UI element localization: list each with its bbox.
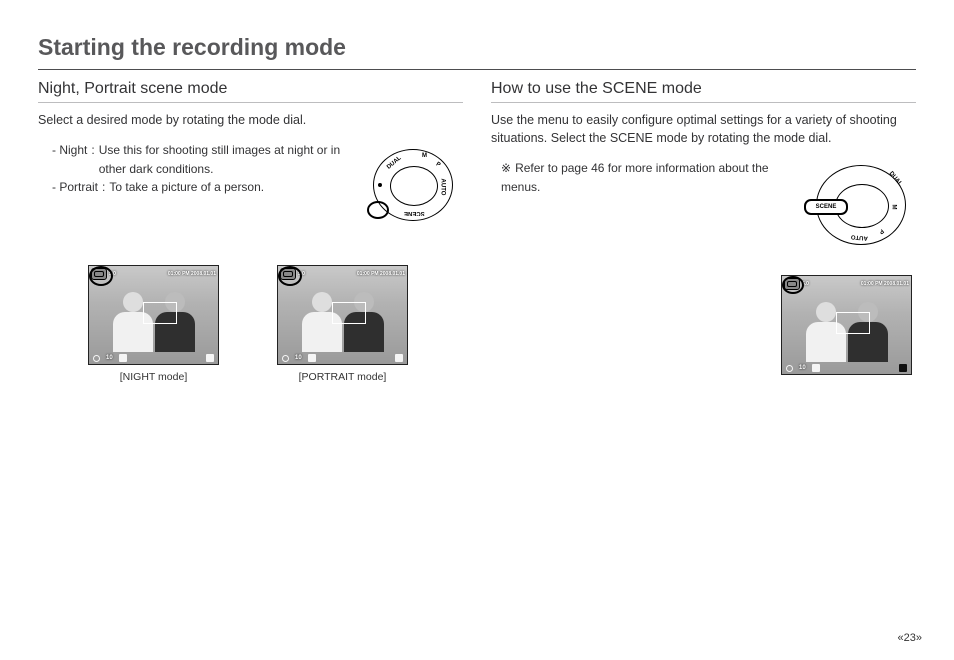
def-key-portrait: - Portrait bbox=[52, 178, 102, 197]
mode-circle-icon bbox=[89, 266, 113, 286]
focus-box bbox=[332, 302, 366, 324]
def-colon: : bbox=[91, 141, 98, 178]
left-column: Night, Portrait scene mode Select a desi… bbox=[38, 80, 463, 383]
note-star-icon: ※ bbox=[501, 161, 511, 175]
dial-label: AUTO bbox=[851, 234, 868, 241]
dial-label: AUTO bbox=[439, 179, 445, 196]
right-intro: Use the menu to easily configure optimal… bbox=[491, 111, 916, 147]
right-note-text: Refer to page 46 for more information ab… bbox=[501, 161, 769, 194]
flash-icon bbox=[899, 364, 907, 372]
lcd-bottom-text: 10 bbox=[106, 355, 113, 361]
right-heading: How to use the SCENE mode bbox=[491, 80, 916, 98]
page-title: Starting the recording mode bbox=[38, 34, 916, 63]
lcd-scene: 5.0 01:00 PM 2008.01.01 10 bbox=[781, 275, 912, 375]
card-icon bbox=[119, 354, 127, 362]
dial-highlight-icon bbox=[367, 201, 389, 219]
right-note: ※Refer to page 46 for more information a… bbox=[491, 159, 786, 196]
mode-definitions: - Night : Use this for shooting still im… bbox=[52, 141, 345, 197]
left-heading: Night, Portrait scene mode bbox=[38, 80, 463, 98]
dial-label: P bbox=[878, 228, 885, 235]
mode-circle-icon bbox=[278, 266, 302, 286]
dial-label: P bbox=[435, 162, 441, 169]
timer-icon bbox=[786, 365, 793, 372]
def-val-portrait: To take a picture of a person. bbox=[109, 178, 345, 197]
lcd-portrait: 5.0 01:00 PM 2008.01.01 10 bbox=[277, 265, 408, 365]
dial-highlight-pill: SCENE bbox=[804, 199, 848, 215]
timer-icon bbox=[282, 355, 289, 362]
caption-night: [NIGHT mode] bbox=[120, 371, 188, 383]
dial-label: M bbox=[891, 205, 897, 210]
left-rule bbox=[38, 102, 463, 103]
lcd-bottom-text: 10 bbox=[295, 355, 302, 361]
dial-label: DUAL bbox=[888, 171, 903, 188]
focus-box bbox=[143, 302, 177, 324]
lcd-bottom-text: 10 bbox=[799, 365, 806, 371]
sample-night: 5.0 01:00 PM 2008.01.01 10 bbox=[88, 265, 219, 383]
mode-dial-left: M P AUTO SCENE DUAL bbox=[363, 141, 463, 227]
def-colon: : bbox=[102, 178, 109, 197]
title-rule bbox=[38, 69, 916, 70]
right-rule bbox=[491, 102, 916, 103]
lcd-top-right: 01:00 PM 2008.01.01 bbox=[357, 271, 405, 277]
lcd-top-right: 01:00 PM 2008.01.01 bbox=[861, 281, 909, 287]
mode-dial-right: DUAL M P AUTO SCENE bbox=[804, 159, 916, 253]
lcd-night: 5.0 01:00 PM 2008.01.01 10 bbox=[88, 265, 219, 365]
def-val-night: Use this for shooting still images at ni… bbox=[99, 141, 345, 178]
mode-circle-icon bbox=[782, 276, 804, 294]
right-column: How to use the SCENE mode Use the menu t… bbox=[491, 80, 916, 383]
left-intro: Select a desired mode by rotating the mo… bbox=[38, 111, 463, 129]
def-key-night: - Night bbox=[52, 141, 91, 178]
card-icon bbox=[812, 364, 820, 372]
dial-label: M bbox=[422, 153, 427, 159]
flash-icon bbox=[395, 354, 403, 362]
focus-box bbox=[836, 312, 870, 334]
flash-icon bbox=[206, 354, 214, 362]
scene-label: SCENE bbox=[816, 204, 837, 210]
timer-icon bbox=[93, 355, 100, 362]
sample-portrait: 5.0 01:00 PM 2008.01.01 10 bbox=[277, 265, 408, 383]
dial-label: SCENE bbox=[404, 210, 425, 216]
card-icon bbox=[308, 354, 316, 362]
page-number: 23 bbox=[898, 632, 923, 644]
lcd-top-right: 01:00 PM 2008.01.01 bbox=[168, 271, 216, 277]
caption-portrait: [PORTRAIT mode] bbox=[299, 371, 387, 383]
